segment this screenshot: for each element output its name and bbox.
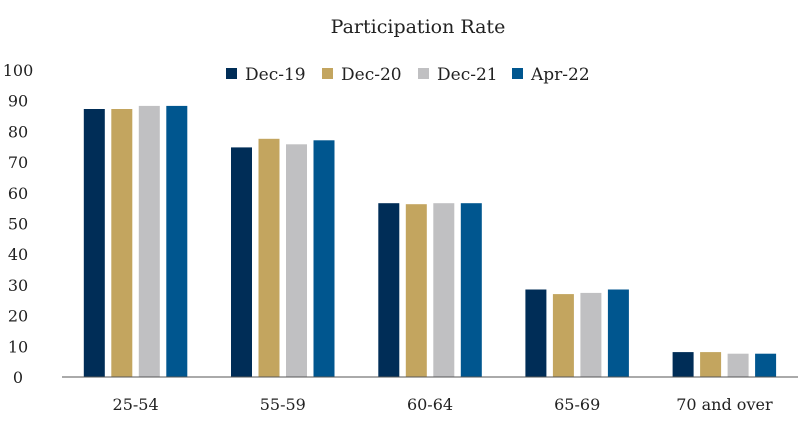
x-tick-label: 60-64: [407, 395, 453, 414]
bar: [525, 289, 547, 377]
y-tick-label: 40: [8, 245, 28, 264]
x-tick-label: 25-54: [113, 395, 159, 414]
bar: [607, 289, 629, 377]
bar: [552, 294, 574, 377]
bar: [433, 203, 455, 377]
y-tick-label: 60: [8, 184, 28, 203]
bar: [460, 203, 482, 377]
y-tick-label: 50: [8, 215, 28, 234]
legend-swatch: [418, 68, 429, 79]
legend-label: Dec-19: [245, 65, 306, 85]
legend-swatch: [226, 68, 237, 79]
bar: [672, 352, 694, 377]
y-tick-label: 70: [8, 153, 28, 172]
y-tick-label: 10: [8, 337, 28, 356]
y-tick-label: 80: [8, 122, 28, 141]
legend-label: Dec-20: [341, 65, 402, 85]
legend-label: Dec-21: [437, 65, 498, 85]
bar: [700, 352, 722, 377]
bar: [755, 353, 777, 377]
legend-swatch: [512, 68, 523, 79]
x-tick-label: 65-69: [554, 395, 600, 414]
y-tick-label: 90: [8, 92, 28, 111]
bar: [231, 147, 252, 377]
chart-title: Participation Rate: [331, 16, 506, 38]
bars-group: [83, 105, 777, 378]
x-tick-label: 55-59: [260, 395, 306, 414]
bar: [138, 105, 160, 378]
bar: [378, 203, 400, 377]
y-tick-label: 20: [8, 307, 28, 326]
x-axis: 25-54 55-59 60-64 65-69 70 and over: [62, 376, 798, 414]
x-tick-label: 70 and over: [676, 395, 773, 414]
y-tick-label: 100: [3, 61, 34, 80]
legend-swatch: [322, 68, 333, 79]
bar: [258, 138, 280, 377]
bar: [111, 109, 133, 377]
bar: [580, 292, 602, 377]
bar: [313, 140, 335, 377]
bar: [405, 204, 427, 377]
y-tick-label: 30: [8, 276, 28, 295]
bar: [83, 109, 105, 377]
y-axis: 0 10 20 30 40 50 60 70 80 90 100: [3, 61, 34, 387]
y-tick-label: 0: [13, 368, 23, 387]
bar: [727, 353, 749, 377]
legend-label: Apr-22: [530, 65, 590, 85]
legend: Dec-19 Dec-20 Dec-21 Apr-22: [226, 65, 590, 85]
bar: [166, 105, 188, 378]
bar: [286, 144, 307, 377]
